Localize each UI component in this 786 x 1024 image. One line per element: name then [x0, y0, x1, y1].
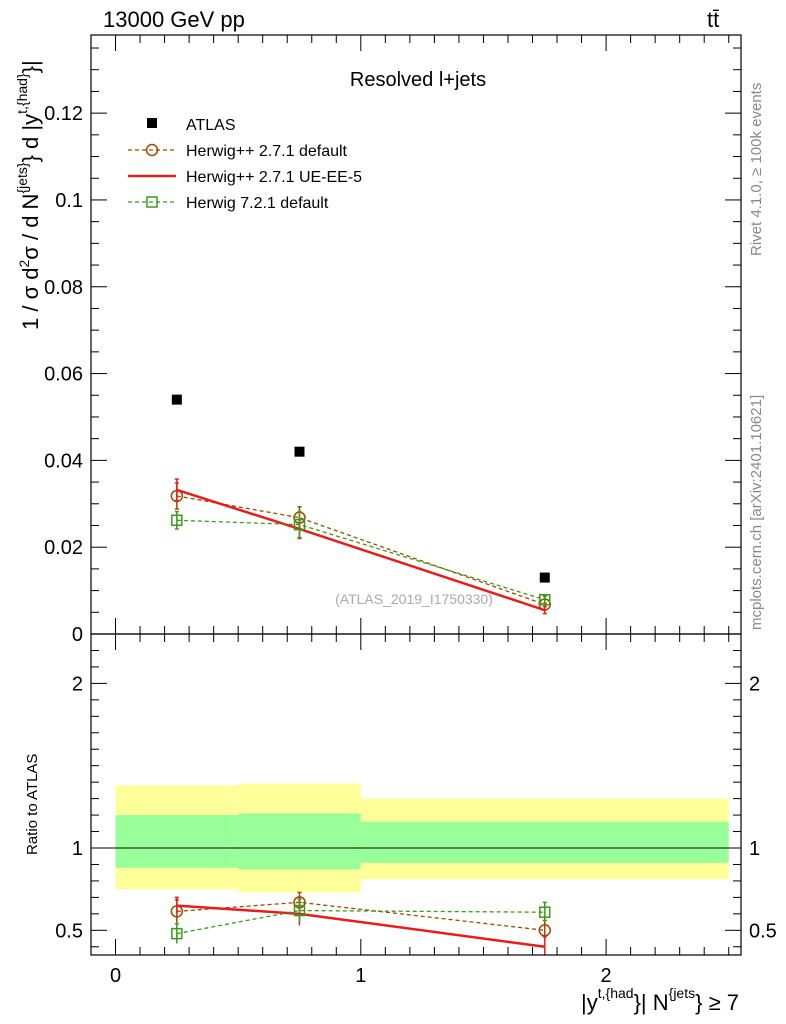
data-point-atlas [171, 394, 182, 405]
main-y-tick-label: 0.06 [44, 364, 83, 386]
main-y-tick-label: 0.08 [44, 277, 83, 299]
process-label: tt̄ [707, 7, 719, 32]
data-point-herwig7 [539, 593, 551, 606]
data-point-atlas [539, 572, 550, 583]
ratio-y-axis-label: Ratio to ATLAS [24, 754, 41, 855]
main-y-tick-label: 0.04 [44, 450, 83, 472]
data-point-herwig7 [293, 518, 306, 531]
main-y-tick-label: 0.12 [44, 103, 83, 125]
main-y-tick-label: 0.02 [44, 537, 83, 559]
series-line-herwig7 [176, 519, 545, 601]
mcplots-label: mcplots.cern.ch [arXiv:2401.10621] [748, 395, 765, 630]
legend-label-herwig-default: Herwig++ 2.7.1 default [186, 143, 348, 160]
ratio-y-tick-label-right: 1 [749, 838, 760, 860]
legend-marker-herwig7 [146, 196, 158, 208]
main-panel: Resolved l+jets (ATLAS_2019_I1750330) 1 … [14, 47, 741, 646]
x-tick-label: 0 [110, 965, 121, 987]
analysis-watermark: (ATLAS_2019_I1750330) [335, 591, 493, 607]
rivet-label: Rivet 4.1.0, ≥ 100k events [748, 83, 765, 256]
ratio-y-tick-label: 2 [72, 673, 83, 695]
ratio-point-herwig7 [539, 906, 551, 918]
x-tick-label: 2 [601, 965, 612, 987]
main-y-axis-label: 1 / σ d2σ / d N{jets}} d |yt,{had}}| [14, 60, 43, 330]
ratio-point-herwig7 [293, 904, 306, 917]
main-title: Resolved l+jets [350, 69, 486, 91]
ratio-plot-frame [90, 633, 742, 956]
ratio-line-herwig7 [176, 909, 545, 935]
main-y-tick-label: 0.1 [55, 190, 83, 212]
ratio-line-herwig_default [176, 901, 545, 931]
data-point-atlas [294, 446, 305, 457]
legend-marker-herwig-default [145, 143, 159, 157]
ratio-band-inner [238, 813, 361, 870]
main-y-tick-label: 0 [72, 624, 83, 646]
x-axis-label: |yt,{had}| N{jets} ≥ 7 [581, 985, 739, 1015]
legend-label-atlas: ATLAS [186, 117, 236, 134]
legend-marker-atlas [147, 118, 157, 128]
legend-label-herwig-ueee5: Herwig++ 2.7.1 UE-EE-5 [186, 169, 362, 186]
x-tick-label: 1 [355, 965, 366, 987]
energy-label: 13000 GeV pp [103, 7, 245, 32]
data-point-herwig7 [171, 514, 183, 527]
ratio-y-tick-label-right: 2 [749, 673, 760, 695]
ratio-band-inner [115, 815, 239, 868]
legend: ATLAS Herwig++ 2.7.1 default Herwig++ 2.… [128, 117, 362, 212]
ratio-y-tick-label: 1 [72, 838, 83, 860]
ratio-panel: Ratio to ATLAS |yt,{had}| N{jets} ≥ 7 0.… [24, 649, 777, 1015]
ratio-y-tick-label: 0.5 [55, 920, 83, 942]
legend-label-herwig7: Herwig 7.2.1 default [186, 195, 329, 212]
ratio-band-inner [360, 821, 729, 863]
ratio-point-herwig7 [171, 927, 183, 940]
ratio-y-tick-label-right: 0.5 [749, 920, 777, 942]
ratio-point-herwig_default [538, 924, 552, 937]
